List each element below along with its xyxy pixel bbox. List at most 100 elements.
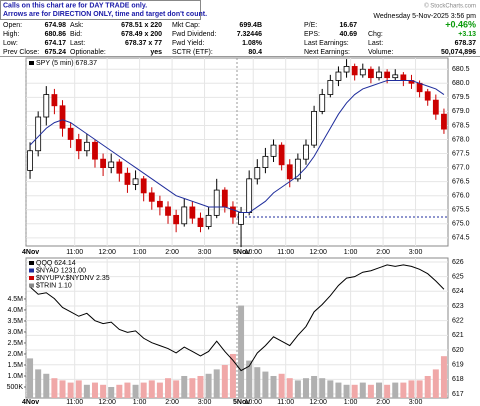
candle-body (254, 167, 261, 180)
candle-body (359, 68, 366, 76)
volume-bar (384, 384, 391, 398)
x-tick-label: 1:00 (344, 249, 358, 256)
candle-body (376, 71, 382, 79)
candle-body (43, 94, 50, 118)
field-label: EPS: (304, 31, 320, 38)
volume-bar (408, 380, 415, 398)
volume-bar (294, 380, 301, 398)
y-tick-label: 674.5 (452, 235, 470, 242)
x-tick-label: 12:00 (309, 399, 327, 406)
field-label: High: (3, 31, 19, 38)
candle-body (189, 206, 196, 219)
x-tick-label: 12:00 (309, 249, 327, 256)
y-tick-label: 676.0 (452, 193, 470, 200)
legend-swatch (29, 268, 34, 273)
x-tick-label: 4Nov (22, 399, 39, 406)
x-tick-label: 11:00 (66, 249, 83, 256)
candle-body (230, 206, 236, 218)
field-value: +3.13 (458, 31, 476, 38)
copyright: © StockCharts.com (424, 3, 476, 10)
volume-bar (124, 382, 131, 398)
field-value: 7.32446 (237, 31, 262, 38)
volume-bar (197, 375, 204, 398)
candle-body (294, 158, 301, 180)
volume-bar (51, 378, 58, 398)
volume-bar (351, 384, 358, 398)
y2-tick-label: 2.0M (7, 351, 23, 358)
field-label: Ask: (70, 22, 84, 29)
y-tick-label: 678.5 (452, 122, 470, 129)
candle-body (148, 192, 155, 202)
volume-bar (376, 382, 383, 398)
candle-body (335, 71, 342, 81)
volume-bar (262, 371, 269, 398)
field-value: 40.69 (339, 31, 357, 38)
candle-body (246, 178, 253, 213)
field-value: 678.49 x 200 (121, 31, 162, 38)
x-tick-label: 2:00 (376, 399, 390, 406)
candle-body (392, 74, 399, 79)
y-tick-label: 626 (452, 259, 464, 266)
legend-swatch (29, 283, 34, 288)
volume-bar (75, 380, 82, 398)
x-tick-label: 5Nov (233, 249, 250, 256)
x-tick-label: 2:00 (376, 249, 390, 256)
moving-average (29, 79, 445, 214)
x-tick-label: 1:00 (133, 399, 147, 406)
candle-body (416, 82, 423, 93)
candle-body (75, 139, 82, 152)
field-value: 678.37 (455, 40, 477, 47)
volume-bar (181, 375, 188, 398)
candle-body (311, 110, 317, 146)
volume-bar (270, 375, 277, 398)
volume-bar (173, 380, 180, 398)
volume-bar (327, 380, 334, 398)
y-tick-label: 679.5 (452, 94, 470, 101)
volume-bar (278, 373, 285, 398)
x-tick-label: 12:00 (98, 249, 116, 256)
y-tick-label: 675.0 (452, 221, 470, 228)
volume-bar (229, 353, 236, 398)
x-tick-label: 10:00 (244, 399, 262, 406)
volume-bar (440, 356, 447, 398)
volume-bar (83, 384, 90, 398)
field-label: Mkt Cap: (172, 22, 200, 29)
x-tick-label: 4Nov (22, 249, 39, 256)
volume-bar (132, 384, 139, 398)
y2-tick-label: 4.5M (7, 296, 23, 303)
field-label: Optionable: (70, 49, 106, 56)
volume-bar (59, 380, 66, 398)
y-tick-label: 675.5 (452, 207, 470, 214)
x-tick-label: 11:00 (277, 399, 294, 406)
volume-bar (319, 378, 326, 398)
x-tick-label: 3:00 (198, 249, 212, 256)
x-tick-label: 5Nov (233, 399, 250, 406)
candle-body (343, 66, 350, 73)
volume-bar (108, 386, 115, 398)
candle-body (424, 91, 431, 101)
volume-bar (91, 382, 98, 398)
volume-bar (424, 375, 431, 398)
y-tick-label: 619 (452, 362, 464, 369)
x-tick-label: 2:00 (165, 399, 179, 406)
y-tick-label: 624 (452, 288, 464, 295)
candle-body (270, 144, 277, 157)
y-tick-label: 680.5 (452, 66, 470, 73)
volume-bar (213, 369, 220, 398)
x-tick-label: 3:00 (409, 399, 423, 406)
candle-body (100, 158, 106, 168)
field-label: Prev Close: (3, 49, 39, 56)
candle-body (140, 178, 147, 194)
volume-bar (205, 373, 212, 398)
volume-bar (400, 382, 407, 398)
field-value: 1.08% (242, 40, 263, 47)
y2-tick-label: 1.5M (7, 362, 23, 369)
candle-body (278, 144, 285, 166)
legend-swatch (29, 61, 34, 65)
volume-bar (35, 369, 42, 398)
x-tick-label: 10:00 (244, 249, 262, 256)
x-tick-label: 11:00 (277, 249, 294, 256)
volume-bar (156, 382, 163, 398)
candle-body (286, 164, 293, 180)
field-value: 50,074,896 (441, 49, 476, 56)
